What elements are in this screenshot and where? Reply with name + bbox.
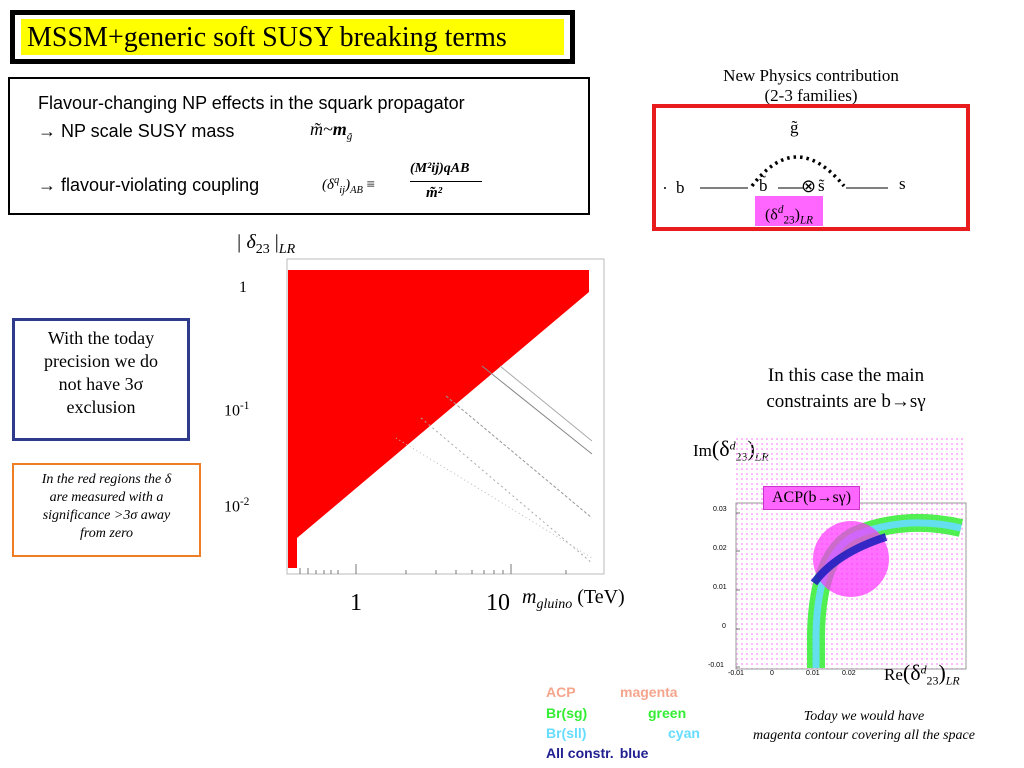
- formula2-ab: AB: [350, 185, 363, 196]
- left-plot-xlabel: mgluino (TeV): [522, 586, 625, 612]
- flavour-line-3: → flavour-violating coupling: [38, 175, 260, 195]
- contour-line-2: [499, 365, 593, 442]
- insertion-cross: ⊗: [801, 176, 817, 196]
- legend-brsll: Br(sll) cyan: [546, 725, 700, 741]
- diagram-heading: New Physics contribution (2-3 families): [652, 66, 970, 106]
- right-x-tick-0: 0: [770, 670, 774, 677]
- left-plot-ylabel: | δ23 |LR: [236, 231, 296, 257]
- formula2-sup: q: [333, 175, 340, 186]
- vertex-dot-left: [664, 187, 666, 189]
- bottom-note: Today we would have magenta contour cove…: [752, 709, 975, 743]
- allowed-region: [810, 533, 888, 586]
- s-label: s: [899, 174, 906, 193]
- legend-brsg: Br(sg) green: [546, 705, 687, 721]
- left-plot-x-ticks: [299, 564, 567, 574]
- flavour-line-1: Flavour-changing NP effects in the squar…: [38, 93, 465, 113]
- contour-line-4: [420, 417, 593, 564]
- right-y-tick-0.01: 0.01: [713, 584, 727, 591]
- b-label: b: [676, 178, 685, 197]
- right-y-tick-0: 0: [722, 623, 726, 630]
- right-plot-xlabel: Re(δd23)LR: [884, 660, 960, 688]
- formula2-sub: ij: [339, 185, 346, 196]
- right-x-tick-0.02: 0.02: [842, 670, 856, 677]
- y-tick-1: 1: [239, 279, 247, 296]
- contour-line-1: [481, 365, 593, 455]
- right-y-tick-neg0.01: -0.01: [708, 662, 724, 669]
- formula1-lhs: m̃: [310, 119, 323, 139]
- y-tick-0.1: 10-1: [224, 400, 250, 420]
- s-tilde-label: s̃: [818, 176, 825, 195]
- magenta-region: [813, 521, 889, 597]
- acp-label: ACP(b→sγ): [763, 486, 861, 510]
- y-tick-0.01: 10-2: [224, 496, 250, 516]
- flavour-box: Flavour-changing NP effects in the squar…: [8, 77, 590, 215]
- formula2-eq: ≡: [366, 177, 376, 193]
- gluino-label: g̃: [790, 118, 799, 137]
- formula2-fraction-bar: [410, 181, 482, 182]
- formula1-rel: ~: [323, 119, 333, 139]
- diagram-heading-line-2: (2-3 families): [764, 86, 858, 105]
- right-plot-ticks: [736, 512, 740, 668]
- left-plot-red-region: [288, 270, 589, 568]
- title-box: MSSM+generic soft SUSY breaking terms: [10, 10, 575, 64]
- diagram-heading-line-1: New Physics contribution: [723, 66, 899, 85]
- right-y-tick-0.02: 0.02: [713, 545, 727, 552]
- red-region-note: In the red regions the δ are measured wi…: [12, 463, 201, 557]
- delta-highlight: (δd23)LR: [755, 196, 823, 227]
- formula2-den: m̃²: [426, 185, 443, 201]
- legend-all: All constr. blue: [546, 745, 649, 761]
- formula2-lhs: (δ: [322, 177, 334, 193]
- constraints-text: In this case the main constraints are b→…: [766, 365, 926, 412]
- legend-acp: ACP magenta: [546, 684, 678, 700]
- left-plot: [286, 258, 605, 575]
- right-plot: [735, 435, 967, 670]
- gluino-arc: [750, 155, 846, 188]
- right-y-tick-0.03: 0.03: [713, 506, 727, 513]
- diagram-box: g̃ b b̃ ⊗ s̃ s (δd23)LR: [652, 104, 970, 231]
- formula2-num: (M²ij)qAB: [410, 161, 470, 176]
- b-tilde-label: b̃: [759, 176, 768, 195]
- formula-susy-mass: m̃~mg̃: [310, 119, 352, 143]
- slide-title: MSSM+generic soft SUSY breaking terms: [21, 19, 564, 55]
- feynman-diagram: [664, 155, 888, 189]
- formula1-rhs: m: [332, 119, 347, 139]
- formula2-after: ): [345, 177, 351, 193]
- flavour-line-2: → NP scale SUSY mass: [38, 121, 235, 141]
- right-x-tick-0.01: 0.01: [806, 670, 820, 677]
- right-x-tick-neg0.01: -0.01: [728, 670, 744, 677]
- formula1-sub: g̃: [346, 130, 353, 143]
- precision-note: With the today precision we do not have …: [12, 318, 190, 441]
- x-tick-10: 10: [486, 590, 510, 616]
- contour-line-3: [445, 395, 593, 519]
- x-tick-1: 1: [350, 590, 362, 616]
